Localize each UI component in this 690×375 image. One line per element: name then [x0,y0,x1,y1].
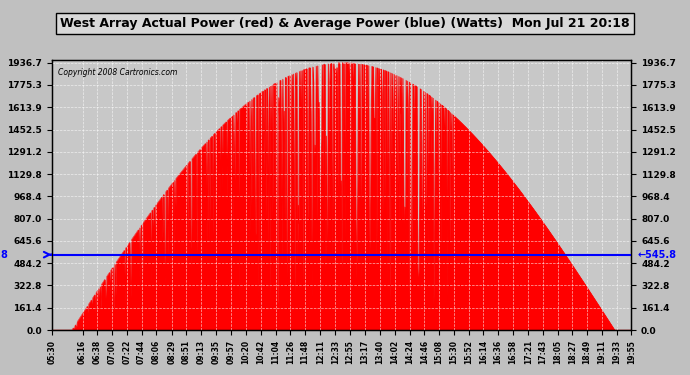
Text: ←545.8: ←545.8 [637,250,676,259]
Text: 545.8: 545.8 [0,250,8,259]
Text: Copyright 2008 Cartronics.com: Copyright 2008 Cartronics.com [57,68,177,77]
Text: West Array Actual Power (red) & Average Power (blue) (Watts)  Mon Jul 21 20:18: West Array Actual Power (red) & Average … [60,17,630,30]
